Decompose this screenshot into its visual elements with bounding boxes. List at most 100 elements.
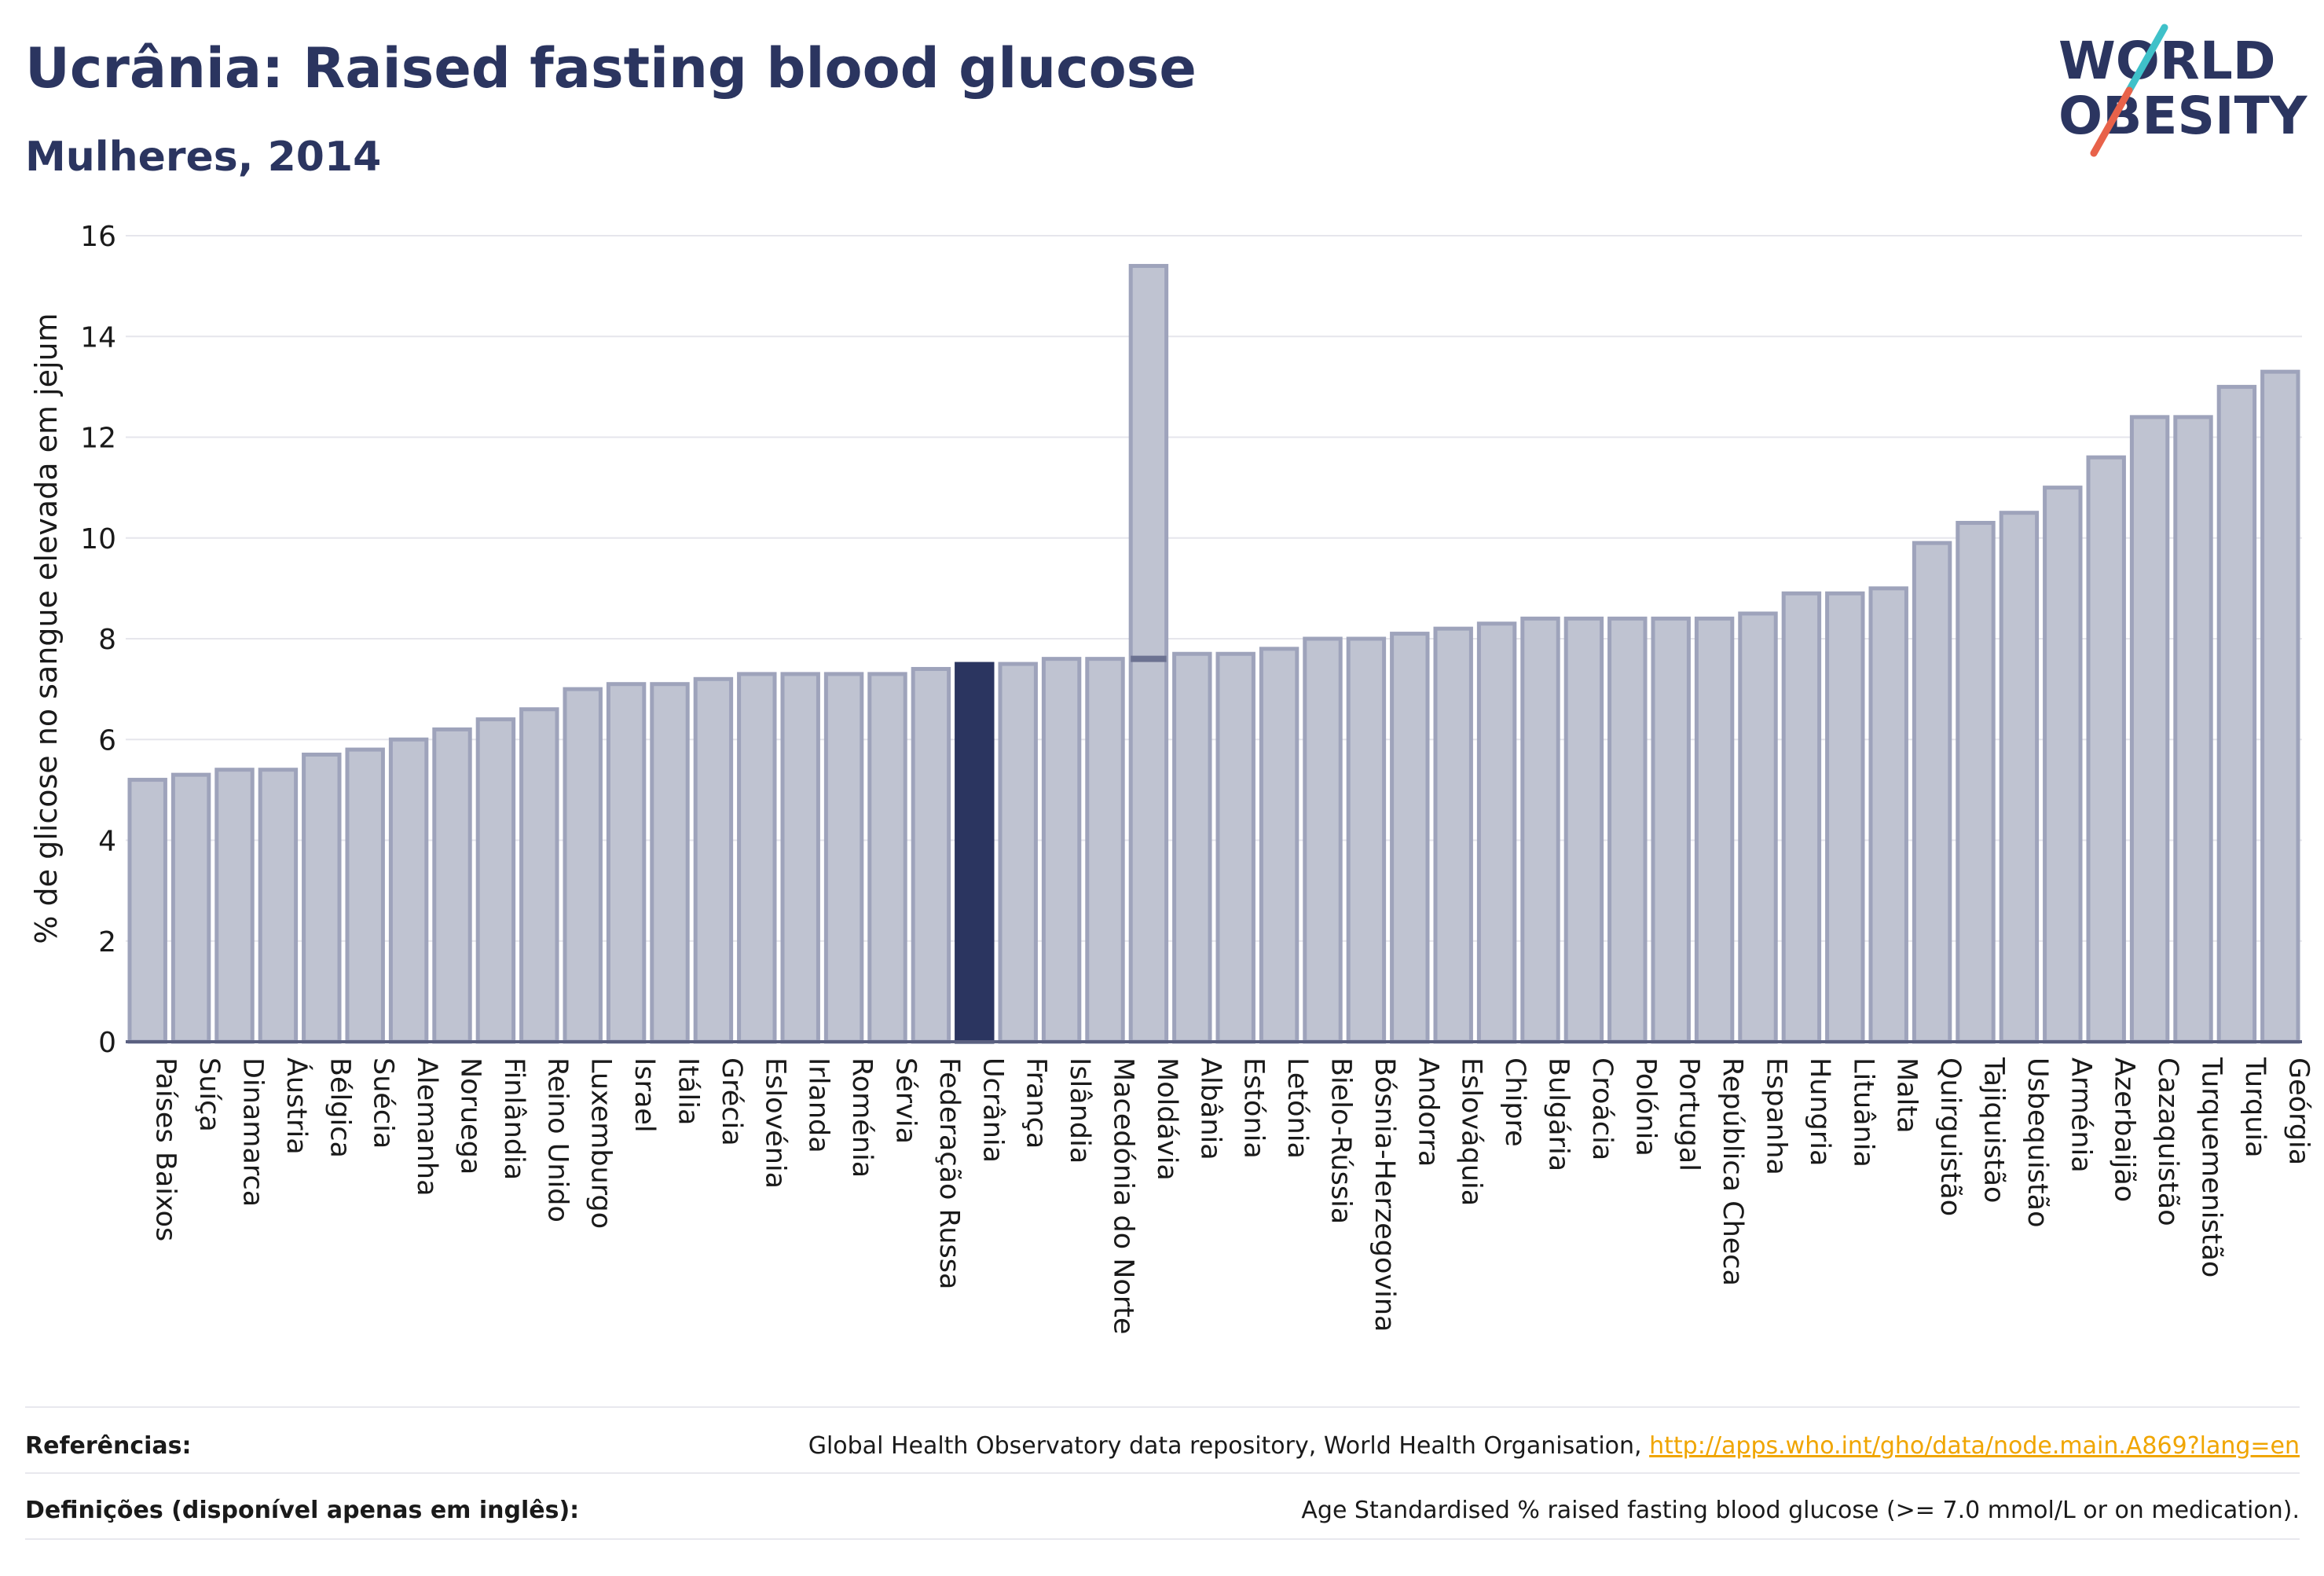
bar[interactable] <box>214 768 255 1044</box>
x-tick-label: Tajiquistão <box>1978 1057 2010 1203</box>
bar[interactable] <box>955 662 995 1044</box>
x-tick-label: Moldávia <box>1151 1057 1182 1181</box>
bar[interactable] <box>1520 616 1560 1044</box>
definitions-row: Definições (disponível apenas em inglês)… <box>25 1479 2300 1541</box>
bar[interactable] <box>2260 369 2300 1044</box>
x-tick-label: Alemanha <box>411 1057 442 1197</box>
bar[interactable] <box>606 682 647 1044</box>
bar[interactable] <box>2043 486 2083 1044</box>
bar[interactable] <box>1956 521 1996 1044</box>
y-tick-label: 12 <box>80 423 116 455</box>
x-tick-label: Macedónia do Norte <box>1108 1057 1139 1335</box>
bar[interactable] <box>1085 657 1125 1044</box>
bar[interactable] <box>650 682 690 1044</box>
bar[interactable] <box>170 772 211 1044</box>
bar[interactable] <box>1128 263 1169 1044</box>
bar[interactable] <box>1303 636 1343 1044</box>
x-tick-label: Azerbaijão <box>2109 1057 2140 1202</box>
bar[interactable] <box>345 747 385 1044</box>
bar[interactable] <box>1433 626 1473 1044</box>
x-tick-label: Grécia <box>716 1057 747 1146</box>
bar[interactable] <box>1651 616 1691 1044</box>
x-tick-label: Luxemburgo <box>585 1057 617 1229</box>
x-tick-label: Usbequistão <box>2022 1057 2053 1228</box>
y-tick-label: 0 <box>98 1027 116 1059</box>
bar[interactable] <box>475 717 516 1044</box>
bar[interactable] <box>1694 616 1735 1044</box>
bar[interactable] <box>1999 511 2040 1044</box>
definitions-label: Definições (disponível apenas em inglês)… <box>25 1496 580 1524</box>
bar[interactable] <box>2086 455 2126 1044</box>
bar[interactable] <box>1041 657 1082 1044</box>
bar[interactable] <box>823 672 864 1044</box>
bar[interactable] <box>1912 541 1952 1044</box>
x-tick-label: Países Baixos <box>150 1057 181 1241</box>
bar[interactable] <box>388 737 429 1044</box>
world-obesity-logo: WORLD OBESITY <box>2058 24 2308 157</box>
x-tick-label: Bósnia-Herzegovina <box>1369 1057 1400 1332</box>
definitions-text: Age Standardised % raised fasting blood … <box>1301 1496 2300 1524</box>
bar[interactable] <box>302 752 342 1044</box>
x-tick-label: Lituânia <box>1847 1057 1879 1167</box>
x-tick-label: Reino Unido <box>541 1057 573 1222</box>
y-tick-label: 6 <box>98 724 116 757</box>
bar[interactable] <box>780 672 820 1044</box>
x-tick-label: Bélgica <box>324 1057 355 1158</box>
bar[interactable] <box>127 778 167 1044</box>
x-tick-label: Noruega <box>455 1057 486 1175</box>
logo-line1: WORLD <box>2058 31 2276 91</box>
x-tick-label: Israel <box>629 1057 660 1133</box>
x-tick-label: Bielo-Rússia <box>1325 1057 1357 1224</box>
x-tick-label: Malta <box>1891 1057 1923 1134</box>
bar[interactable] <box>1738 611 1778 1044</box>
bar[interactable] <box>1346 636 1387 1044</box>
x-tick-label: Turquemenistão <box>2196 1057 2227 1277</box>
bar[interactable] <box>1259 647 1299 1044</box>
bar[interactable] <box>693 676 734 1044</box>
references-row: Referências: Global Health Observatory d… <box>25 1414 2300 1477</box>
bar[interactable] <box>2129 415 2170 1044</box>
x-tick-label: Estónia <box>1238 1057 1270 1159</box>
y-tick-label: 14 <box>80 321 116 354</box>
y-tick-label: 8 <box>98 624 116 656</box>
x-tick-label: Dinamarca <box>237 1057 269 1207</box>
x-tick-label: Espanha <box>1761 1057 1792 1175</box>
x-tick-label: Bulgária <box>1543 1057 1574 1171</box>
references-text: Global Health Observatory data repositor… <box>808 1431 1642 1460</box>
bar[interactable] <box>911 666 951 1044</box>
x-tick-label: Croácia <box>1586 1057 1618 1160</box>
bar[interactable] <box>2216 384 2257 1044</box>
x-tick-label: Federação Russa <box>933 1057 965 1289</box>
bar[interactable] <box>1563 616 1604 1044</box>
x-tick-label: Portugal <box>1673 1057 1705 1171</box>
references-link[interactable]: http://apps.who.int/gho/data/node.main.A… <box>1649 1431 2300 1460</box>
bar[interactable] <box>432 727 472 1044</box>
bar[interactable] <box>1390 632 1430 1044</box>
x-tick-label: Itália <box>673 1057 704 1125</box>
bar[interactable] <box>1607 616 1648 1044</box>
bar[interactable] <box>1825 591 1865 1044</box>
logo-slash-bottom <box>2090 86 2133 157</box>
x-tick-label: Ucrânia <box>977 1057 1008 1163</box>
y-axis-ticks: 0 2 4 6 8 10 12 14 16 <box>80 221 116 1059</box>
bar[interactable] <box>1172 651 1212 1044</box>
y-axis-label: % de glicose no sangue elevada em jejum <box>29 313 64 944</box>
x-tick-label: Sérvia <box>890 1057 922 1144</box>
bar[interactable] <box>1868 586 1908 1044</box>
bar[interactable] <box>519 707 559 1044</box>
bar[interactable] <box>1476 621 1517 1044</box>
bar[interactable] <box>563 687 603 1044</box>
bar[interactable] <box>258 768 299 1044</box>
bar[interactable] <box>867 672 907 1044</box>
bar[interactable] <box>1781 591 1822 1044</box>
bar[interactable] <box>998 662 1038 1044</box>
x-tick-label: Chipre <box>1499 1057 1530 1147</box>
x-tick-label: Eslováquia <box>1456 1057 1487 1206</box>
references-label: Referências: <box>25 1431 192 1460</box>
bar[interactable] <box>737 672 777 1044</box>
x-tick-label: Polónia <box>1629 1057 1661 1156</box>
bar[interactable] <box>2173 415 2213 1044</box>
x-tick-label: Hungria <box>1804 1057 1835 1166</box>
bar[interactable] <box>1215 651 1255 1044</box>
x-axis-ticks: Países Baixos Suíça Dinamarca Áustria Bélgic… <box>150 1057 2315 1335</box>
